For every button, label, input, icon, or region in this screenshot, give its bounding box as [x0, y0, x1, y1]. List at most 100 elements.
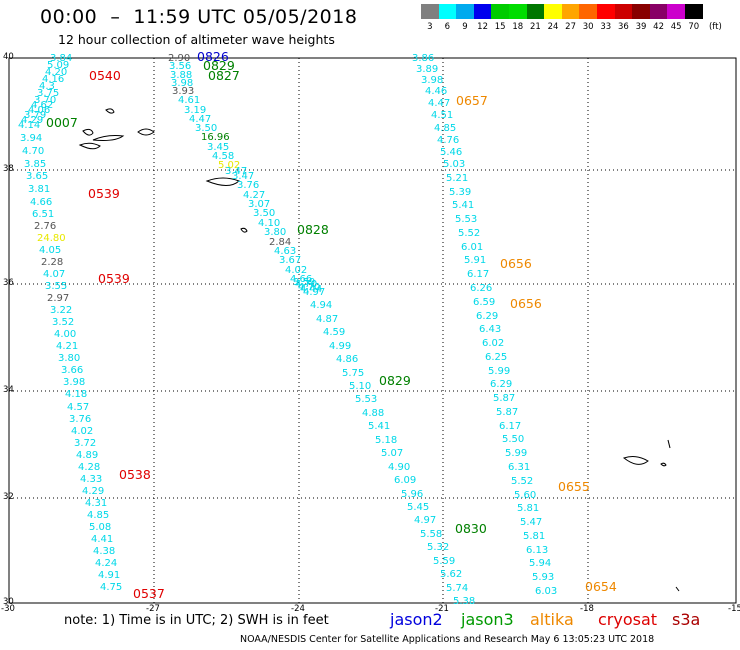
island-santa-maria	[240, 227, 248, 233]
wave-height-value: 4.3	[39, 81, 55, 92]
wave-height-value: 2.84	[269, 237, 292, 248]
islands	[78, 108, 680, 592]
wave-height-value: 3.76	[69, 414, 92, 425]
wave-height-value: 4.05	[39, 245, 62, 256]
island-sao-miguel	[205, 177, 240, 186]
wave-height-value: 6.17	[467, 269, 490, 280]
wave-height-value: 5.32	[427, 542, 450, 553]
wave-height-value: 3.59	[293, 277, 316, 288]
wave-height-value: 4.90	[388, 462, 411, 473]
wave-height-value: 4.00	[54, 329, 77, 340]
scale-swatch	[579, 4, 597, 19]
wave-height-value: 4.02	[71, 426, 94, 437]
wave-height-value: 4.70	[22, 146, 45, 157]
wave-height-value: 4.97	[303, 287, 326, 298]
wave-height-value: 4.41	[91, 534, 114, 545]
wave-height-value: 6.43	[479, 324, 502, 335]
wave-height-value: 3.98	[63, 377, 86, 388]
wave-height-value: 3.84	[50, 53, 73, 64]
wave-height-value: 3.52	[52, 317, 75, 328]
wave-height-value: 3.70	[34, 95, 57, 106]
wave-height-value: 4.10	[258, 218, 281, 229]
wave-height-value: 5.07	[381, 448, 404, 459]
pass-time-label: 0655	[558, 479, 590, 494]
wave-height-value: 4.06	[28, 105, 51, 116]
wave-height-value: 3.93	[172, 86, 195, 97]
scale-label: 45	[670, 22, 682, 32]
wave-height-value: 5.46	[440, 147, 463, 158]
scale-swatch	[526, 4, 545, 19]
scale-swatch	[597, 4, 615, 19]
wave-height-value: 3.55	[45, 281, 68, 292]
wave-height-value: 5.10	[349, 381, 372, 392]
wave-height-value: 4.16	[42, 74, 65, 85]
wave-height-value: 5.75	[342, 368, 365, 379]
scale-swatch	[685, 4, 703, 19]
wave-height-value: 3.75	[37, 88, 60, 99]
wave-height-value: 3.47	[225, 166, 248, 177]
wave-height-value: 5.09	[47, 60, 70, 71]
pass-time-label: 0656	[500, 256, 532, 271]
wave-height-value: 3.72	[74, 438, 97, 449]
wave-height-value: 5.39	[449, 187, 472, 198]
scale-label: 21	[529, 22, 541, 32]
wave-height-value: 6.31	[508, 462, 531, 473]
scale-label: 42	[653, 22, 664, 32]
lon-label: -30	[1, 604, 15, 614]
wave-height-value: 6.59	[473, 297, 496, 308]
scale-label: 6	[444, 22, 451, 32]
wave-height-value: 3.80	[58, 353, 81, 364]
wave-height-value: 5.52	[458, 228, 481, 239]
wave-height-value: 6.51	[32, 209, 55, 220]
legend-s3a: s3a	[672, 610, 701, 629]
wave-height-value: 3.67	[279, 255, 302, 266]
wave-height-value: 4.66	[290, 274, 313, 285]
pass-time-label: 0007	[46, 115, 78, 130]
lat-label: 32	[3, 492, 14, 502]
wave-height-value: 4.20	[45, 67, 68, 78]
wave-height-value: 4.62	[31, 100, 54, 111]
legend-altika: altika	[530, 610, 574, 629]
wave-height-value: 4.87	[316, 314, 339, 325]
wave-height-value: 5.47	[520, 517, 543, 528]
wave-height-value: 5.50	[502, 434, 525, 445]
wave-height-value: 3.98	[421, 75, 444, 86]
wave-height-value: 3.85	[24, 159, 47, 170]
wave-height-value: 3.50	[253, 208, 276, 219]
wave-height-value: 5.53	[455, 214, 478, 225]
wave-height-value: 3.56	[169, 61, 192, 72]
wave-height-value: 5.18	[375, 435, 398, 446]
wave-height-value: 4.63	[274, 246, 297, 257]
pass-time-label: 0829	[203, 58, 235, 73]
wave-height-value: 4.88	[362, 408, 385, 419]
wave-height-value: 4.33	[80, 474, 103, 485]
pass-time-label: 0828	[297, 222, 329, 237]
wave-height-value: 4.89	[76, 450, 99, 461]
scale-swatch	[456, 4, 474, 19]
island-sao-jorge	[105, 108, 115, 114]
wave-height-value: 4.70	[298, 282, 321, 293]
lon-label: -18	[580, 604, 594, 614]
wave-height-value: 5.99	[488, 366, 511, 377]
scale-swatch	[614, 4, 633, 19]
island-flores	[82, 128, 94, 136]
wave-height-value: 6.26	[470, 283, 493, 294]
wave-height-value: 4.38	[93, 546, 116, 557]
scale-label: 15	[494, 22, 506, 32]
scale-label: 9	[462, 22, 468, 32]
wave-height-value: 4.94	[310, 300, 333, 311]
wave-height-value: 4.07	[43, 269, 66, 280]
scale-label: (ft)	[708, 22, 722, 32]
wave-height-value: 5.93	[532, 572, 555, 583]
wave-height-value: 4.24	[95, 558, 118, 569]
wave-height-value: 4.46	[425, 86, 448, 97]
legend-jason2: jason2	[390, 610, 443, 629]
wave-height-value: 4.85	[87, 510, 110, 521]
wave-height-value: 5.58	[420, 529, 443, 540]
wave-height-value: 3.79	[24, 110, 47, 121]
wave-height-value: 5.52	[511, 476, 534, 487]
scale-swatch	[561, 4, 580, 19]
wave-height-value: 3.47	[232, 171, 255, 182]
pass-time-label: 0656	[510, 296, 542, 311]
